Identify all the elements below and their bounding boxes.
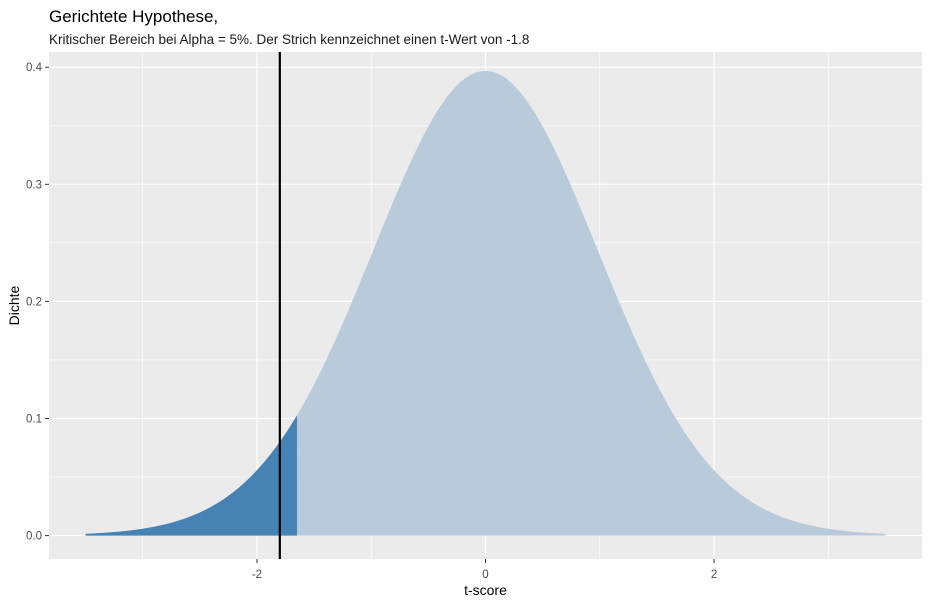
y-axis-title: Dichte xyxy=(6,285,22,325)
y-tick-label: 0.0 xyxy=(26,531,42,543)
y-tick-label: 0.2 xyxy=(26,296,42,308)
chart-subtitle: Kritischer Bereich bei Alpha = 5%. Der S… xyxy=(49,32,529,47)
y-tick-label: 0.1 xyxy=(26,413,42,425)
x-tick-label: 2 xyxy=(711,569,717,581)
critical-region-area xyxy=(85,415,297,536)
y-tick-label: 0.3 xyxy=(26,179,42,191)
x-tick-label: -2 xyxy=(252,569,262,581)
chart-title: Gerichtete Hypothese, xyxy=(49,7,218,26)
density-area xyxy=(85,70,886,536)
x-axis-title: t-score xyxy=(464,582,507,598)
density-curve xyxy=(85,52,886,559)
x-axis-ticks: -2 0 2 xyxy=(252,559,717,581)
y-axis-ticks: 0.0 0.1 0.2 0.3 0.4 xyxy=(26,62,49,543)
y-tick-label: 0.4 xyxy=(26,62,43,74)
x-tick-label: 0 xyxy=(482,569,488,581)
